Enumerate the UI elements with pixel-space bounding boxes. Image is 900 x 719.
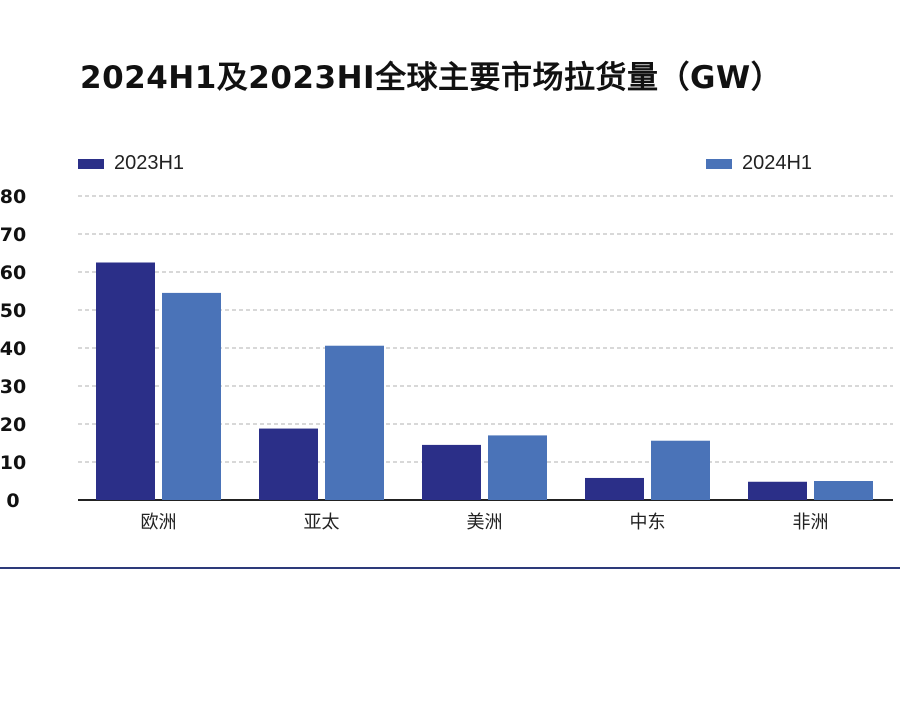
legend-label-2023h1: 2023H1 xyxy=(114,152,185,174)
bar-2024h1 xyxy=(325,345,384,500)
x-tick-label: 亚太 xyxy=(304,512,340,533)
y-tick-label: 80 xyxy=(0,186,26,208)
legend-label-2024h1: 2024H1 xyxy=(742,152,813,174)
y-tick-label: 60 xyxy=(0,262,26,284)
bottom-divider xyxy=(0,567,900,569)
bar-2024h1 xyxy=(162,292,221,500)
bar-2023h1 xyxy=(259,428,318,500)
legend-item-2023h1: 2023H1 xyxy=(78,152,184,175)
y-tick-label: 40 xyxy=(0,338,26,360)
bar-chart: 0 10 20 30 40 50 60 70 80 欧洲 亚太 美洲 中东 非洲 xyxy=(0,186,893,533)
bar-2024h1 xyxy=(814,481,873,500)
chart-title: 2024H1及2023HI全球主要市场拉货量（GW） xyxy=(80,60,783,96)
legend-swatch-2024h1 xyxy=(706,158,732,169)
y-tick-label: 70 xyxy=(0,224,26,246)
x-tick-label: 中东 xyxy=(630,512,666,533)
y-tick-label: 20 xyxy=(0,414,26,436)
bar-2023h1 xyxy=(585,477,644,500)
bar-2024h1 xyxy=(488,435,547,500)
bar-2023h1 xyxy=(422,444,481,500)
legend-swatch-2023h1 xyxy=(78,158,104,169)
y-tick-label: 10 xyxy=(0,452,26,474)
x-tick-label: 非洲 xyxy=(793,512,829,533)
bar-2023h1 xyxy=(96,262,155,500)
bar-2023h1 xyxy=(748,481,807,500)
x-tick-label: 欧洲 xyxy=(141,512,177,533)
legend-item-2024h1: 2024H1 xyxy=(706,152,812,175)
x-tick-label: 美洲 xyxy=(467,512,503,533)
y-tick-label: 50 xyxy=(0,300,26,322)
y-tick-label: 30 xyxy=(0,376,26,398)
y-tick-label: 0 xyxy=(6,490,19,512)
bar-2024h1 xyxy=(651,440,710,500)
